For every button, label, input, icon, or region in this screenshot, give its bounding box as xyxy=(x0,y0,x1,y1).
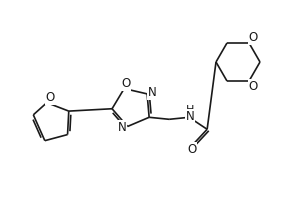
Text: N: N xyxy=(186,110,194,123)
Text: N: N xyxy=(118,121,127,134)
Text: H: H xyxy=(186,105,194,115)
Text: N: N xyxy=(148,86,157,99)
Text: O: O xyxy=(188,143,197,156)
Text: O: O xyxy=(45,91,54,104)
Text: O: O xyxy=(248,80,258,93)
Text: O: O xyxy=(248,31,258,44)
Text: O: O xyxy=(122,77,131,90)
